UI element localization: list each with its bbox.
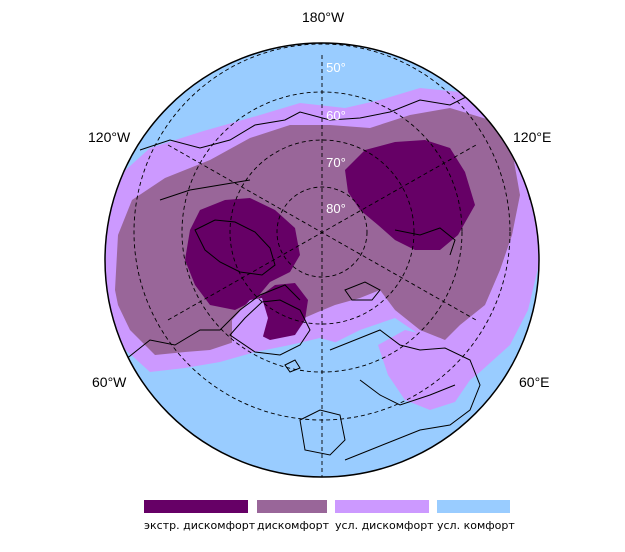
legend-swatch-extreme-discomfort xyxy=(144,500,248,513)
graticule xyxy=(133,43,511,477)
coastlines xyxy=(124,94,531,461)
lon-label-120e: 120°E xyxy=(513,129,552,145)
legend-label-discomfort: дискомфорт xyxy=(257,519,329,532)
region-conditional-discomfort-europe xyxy=(378,330,470,410)
lat-label-70: 70° xyxy=(326,155,346,170)
region-extreme-discomfort-canada xyxy=(185,198,300,310)
lat-label-60: 60° xyxy=(326,108,346,123)
lon-label-120w: 120°W xyxy=(88,129,131,145)
lat-label-50: 50° xyxy=(326,60,346,75)
lon-label-60e: 60°E xyxy=(519,374,550,390)
legend-swatch-conditional-comfort xyxy=(437,500,510,513)
legend: экстр. дискомфорт дискомфорт усл. диском… xyxy=(0,498,625,548)
lon-label-60w: 60°W xyxy=(92,374,127,390)
legend-label-extreme-discomfort: экстр. дискомфорт xyxy=(144,519,256,532)
legend-swatch-conditional-discomfort xyxy=(335,500,429,513)
region-extreme-discomfort-siberia xyxy=(345,140,475,250)
lat-label-80: 80° xyxy=(326,201,346,216)
legend-swatch-discomfort xyxy=(257,500,327,513)
region-conditional-discomfort-greenland xyxy=(232,298,268,352)
map-border xyxy=(104,42,540,478)
lon-label-180w: 180°W xyxy=(302,9,345,25)
legend-label-conditional-discomfort: усл. дискомфорт xyxy=(335,519,434,532)
legend-label-conditional-comfort: усл. комфорт xyxy=(437,519,515,532)
